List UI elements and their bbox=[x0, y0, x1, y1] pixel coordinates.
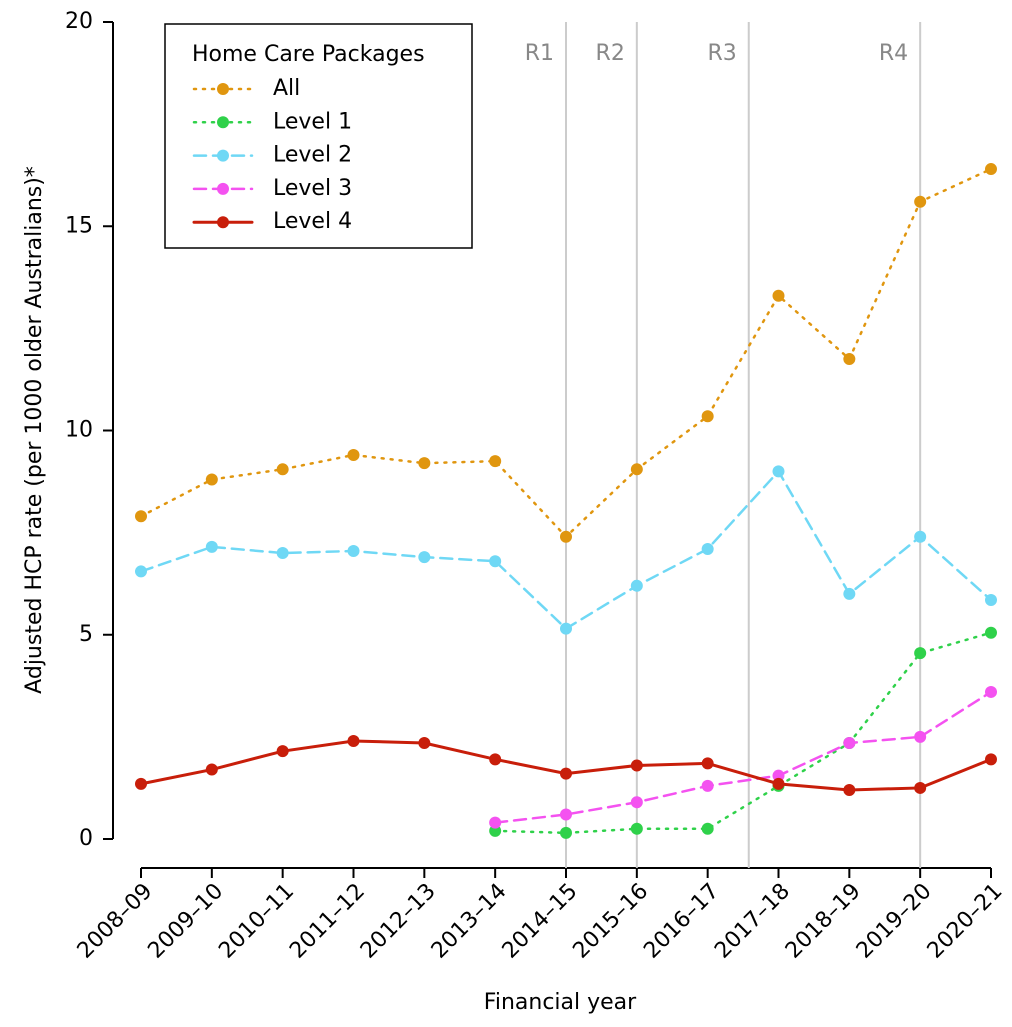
data-point bbox=[135, 510, 147, 523]
legend-marker bbox=[217, 216, 229, 229]
data-point bbox=[347, 449, 360, 462]
data-point bbox=[985, 685, 997, 698]
reference-label: R3 bbox=[707, 41, 736, 66]
data-point bbox=[347, 734, 360, 747]
data-point bbox=[560, 767, 572, 780]
data-point bbox=[560, 826, 572, 839]
data-point bbox=[843, 587, 856, 600]
data-point bbox=[489, 555, 502, 568]
data-point bbox=[135, 565, 147, 578]
data-point bbox=[347, 545, 360, 558]
legend-label: All bbox=[273, 76, 300, 101]
legend: Home Care Packages All Level 1 Level 2 Level… bbox=[164, 23, 473, 249]
y-axis-label: Adjusted HCP rate (per 1000 older Austra… bbox=[22, 166, 47, 694]
legend-label: Level 3 bbox=[273, 176, 352, 201]
data-point bbox=[276, 463, 289, 476]
x-tick-label: 2014–15 bbox=[498, 879, 583, 964]
data-point bbox=[205, 473, 218, 486]
data-point bbox=[418, 551, 431, 564]
legend-marker bbox=[217, 116, 229, 129]
data-point bbox=[205, 763, 218, 776]
data-point bbox=[630, 796, 643, 809]
data-point bbox=[630, 579, 643, 592]
x-axis-label: Financial year bbox=[484, 990, 637, 1015]
data-point bbox=[914, 730, 927, 743]
x-tick-label: 2015–16 bbox=[568, 879, 653, 964]
legend-box bbox=[164, 23, 473, 249]
data-point bbox=[985, 163, 997, 176]
data-point bbox=[914, 530, 927, 543]
data-point bbox=[276, 745, 289, 758]
x-tick-label: 2016–17 bbox=[639, 879, 724, 964]
legend-label: Level 1 bbox=[273, 109, 352, 134]
data-point bbox=[560, 530, 572, 543]
y-tick-label: 5 bbox=[79, 622, 93, 647]
data-point bbox=[914, 195, 927, 208]
legend-marker bbox=[217, 149, 229, 162]
data-point bbox=[205, 540, 218, 553]
data-point bbox=[418, 457, 431, 470]
data-point bbox=[985, 753, 997, 766]
x-tick-label: 2018–19 bbox=[781, 879, 866, 964]
x-tick-label: 2008–09 bbox=[73, 879, 158, 964]
data-point bbox=[843, 353, 856, 366]
data-point bbox=[135, 777, 147, 790]
data-point bbox=[560, 808, 572, 821]
data-point bbox=[276, 547, 289, 560]
x-tick-label: 2009–10 bbox=[143, 879, 228, 964]
legend-label: Level 2 bbox=[273, 143, 352, 168]
data-point bbox=[772, 289, 785, 302]
x-tick-label: 2019–20 bbox=[852, 879, 937, 964]
data-point bbox=[418, 737, 431, 750]
data-point bbox=[772, 777, 785, 790]
x-tick-label: 2010–11 bbox=[214, 879, 299, 964]
legend-marker bbox=[217, 83, 229, 95]
legend-label: Level 4 bbox=[273, 209, 352, 234]
data-point bbox=[489, 753, 502, 766]
y-tick-label: 15 bbox=[65, 213, 93, 238]
data-point bbox=[630, 463, 643, 476]
data-point bbox=[914, 647, 927, 660]
y-tick-label: 0 bbox=[79, 826, 93, 851]
data-point bbox=[701, 779, 714, 792]
data-point bbox=[630, 822, 643, 835]
data-point bbox=[701, 542, 714, 555]
data-point bbox=[560, 622, 572, 635]
data-point bbox=[489, 455, 502, 468]
y-tick-label: 20 bbox=[65, 9, 93, 34]
x-tick-label: 2012–13 bbox=[356, 879, 441, 964]
data-point bbox=[914, 781, 927, 794]
legend-title: Home Care Packages bbox=[192, 42, 425, 67]
x-tick-label: 2011–12 bbox=[285, 879, 370, 964]
data-point bbox=[630, 759, 643, 772]
data-point bbox=[701, 757, 714, 770]
reference-label: R1 bbox=[525, 41, 554, 66]
data-point bbox=[985, 594, 997, 607]
series-line bbox=[493, 690, 993, 824]
legend-marker bbox=[217, 182, 229, 195]
x-tick-label: 2020–21 bbox=[923, 879, 1008, 964]
x-tick-label: 2013–14 bbox=[427, 879, 512, 964]
reference-label: R2 bbox=[596, 41, 625, 66]
data-point bbox=[701, 822, 714, 835]
data-point bbox=[489, 816, 502, 829]
data-point bbox=[701, 410, 714, 423]
data-point bbox=[843, 737, 856, 750]
data-point bbox=[985, 626, 997, 639]
reference-label: R4 bbox=[879, 41, 908, 66]
series-line bbox=[493, 631, 993, 835]
data-point bbox=[772, 465, 785, 478]
data-point bbox=[843, 783, 856, 796]
x-tick-label: 2017–18 bbox=[710, 879, 795, 964]
y-tick-label: 10 bbox=[65, 418, 93, 443]
